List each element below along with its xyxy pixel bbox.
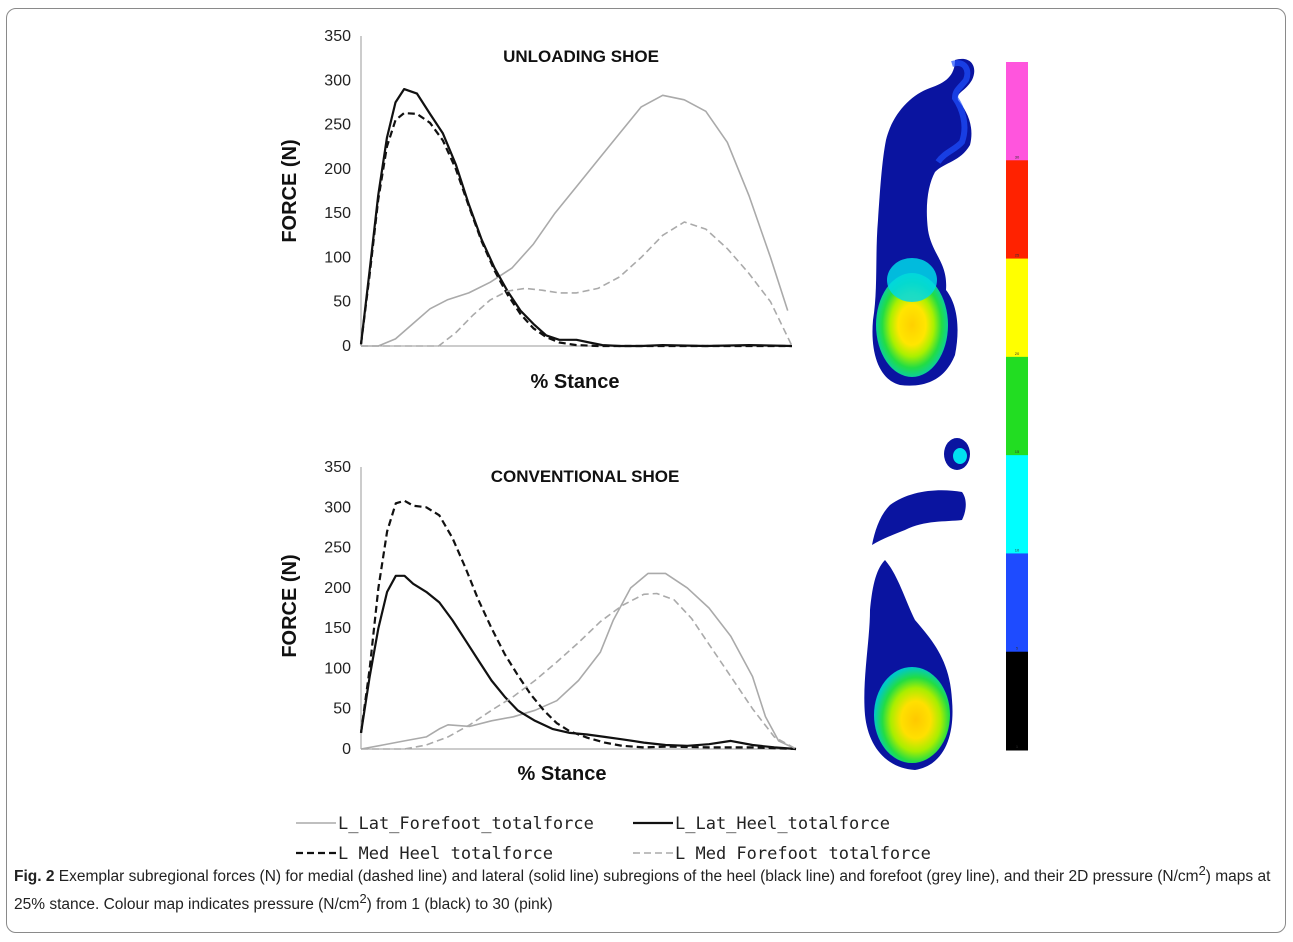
y-tick-label: 200 bbox=[324, 580, 351, 597]
series-line-l-lat-forefoot-totalforce bbox=[361, 94, 789, 347]
colour-band bbox=[1006, 356, 1028, 456]
y-tick-label: 0 bbox=[342, 338, 351, 355]
panel-title: UNLOADING SHOE bbox=[503, 47, 659, 66]
colour-band bbox=[1006, 258, 1028, 358]
colour-band bbox=[1006, 160, 1028, 260]
y-tick-label: 50 bbox=[333, 701, 351, 718]
y-axis-label: FORCE (N) bbox=[279, 554, 301, 657]
y-tick-label: 150 bbox=[324, 620, 351, 637]
midfoot-pressure bbox=[887, 258, 937, 302]
y-axis-label: FORCE (N) bbox=[279, 139, 301, 242]
y-tick-label: 100 bbox=[324, 660, 351, 677]
y-tick-label: 0 bbox=[342, 741, 351, 758]
y-tick-label: 250 bbox=[324, 540, 351, 557]
colour-tick-label: 30 bbox=[1015, 154, 1020, 159]
y-tick-label: 350 bbox=[324, 459, 351, 476]
caption-sup-1: 2 bbox=[1198, 863, 1206, 878]
figure-caption: Fig. 2 Exemplar subregional forces (N) f… bbox=[14, 860, 1276, 916]
figure-frame bbox=[6, 8, 1286, 933]
series-group bbox=[359, 87, 793, 348]
colour-band bbox=[1006, 651, 1028, 751]
caption-text: Exemplar subregional forces (N) for medi… bbox=[54, 868, 1199, 886]
legend-label: L_Med_Heel_totalforce bbox=[338, 844, 553, 860]
caption-sup-2: 2 bbox=[359, 891, 367, 907]
colour-tick-label: 5 bbox=[1016, 646, 1019, 651]
heel-high-pressure bbox=[876, 273, 948, 377]
y-tick-label: 300 bbox=[324, 72, 351, 89]
y-tick-labels: 0 50 100 150 200 250 300 350 bbox=[324, 28, 351, 355]
colour-tick-label: 1 bbox=[1016, 744, 1019, 749]
pressure-map-unloading bbox=[872, 58, 975, 386]
y-tick-label: 300 bbox=[324, 499, 351, 516]
colour-tick-label: 25 bbox=[1015, 253, 1020, 258]
forefoot-region bbox=[872, 490, 966, 545]
legend-label: L_Lat_Forefoot_totalforce bbox=[338, 814, 594, 834]
series-line-l-med-heel-totalforce bbox=[359, 499, 797, 751]
series-line-l-med-heel-totalforce bbox=[359, 111, 792, 348]
x-axis-label: % Stance bbox=[531, 371, 620, 393]
series-line-l-lat-forefoot-totalforce bbox=[360, 572, 797, 750]
conventional-shoe-panel: CONVENTIONAL SHOE 050100150200250300350 … bbox=[279, 459, 797, 785]
y-tick-label: 350 bbox=[324, 28, 351, 45]
legend: L_Lat_Forefoot_totalforce L_Lat_Heel_tota… bbox=[296, 814, 931, 860]
y-tick-label: 100 bbox=[324, 249, 351, 266]
panel-title: CONVENTIONAL SHOE bbox=[491, 467, 680, 486]
pressure-map-conventional bbox=[864, 438, 970, 770]
toe-blob-high bbox=[953, 448, 967, 464]
y-tick-label: 200 bbox=[324, 161, 351, 178]
legend-label: L_Lat_Heel_totalforce bbox=[675, 814, 890, 834]
y-tick-labels: 0 50 100 150 200 250 300 350 bbox=[324, 459, 351, 758]
caption-label: Fig. 2 bbox=[14, 868, 55, 886]
series-line-l-lat-heel-totalforce bbox=[359, 574, 797, 751]
colour-band bbox=[1006, 62, 1028, 161]
legend-label: L_Med_Forefoot_totalforce bbox=[675, 844, 931, 860]
colour-tick-label: 20 bbox=[1015, 351, 1020, 356]
colour-tick-label: 15 bbox=[1015, 449, 1020, 454]
series-group bbox=[359, 499, 797, 751]
series-line-l-med-forefoot-totalforce bbox=[361, 592, 797, 750]
unloading-shoe-panel: UNLOADING SHOE 0 50 100 150 200 250 300 350 % S… bbox=[279, 28, 793, 393]
caption-text-2: ) maps at 25% stance. Colour map indicat… bbox=[14, 868, 1271, 914]
colour-band bbox=[1006, 553, 1028, 653]
heel-high-pressure bbox=[874, 667, 950, 763]
series-line-l-lat-heel-totalforce bbox=[359, 87, 793, 348]
toe-region bbox=[935, 60, 971, 164]
colour-scale-bar: 30 25 20 15 10 5 1 bbox=[1006, 62, 1028, 751]
y-tick-label: 50 bbox=[333, 294, 351, 311]
x-axis-label: % Stance bbox=[518, 763, 607, 785]
caption-text-3: ) from 1 (black) to 30 (pink) bbox=[366, 896, 553, 914]
y-tick-label: 250 bbox=[324, 117, 351, 134]
series-line-l-med-forefoot-totalforce bbox=[361, 221, 793, 347]
colour-band bbox=[1006, 455, 1028, 554]
y-tick-label: 150 bbox=[324, 205, 351, 222]
colour-tick-label: 10 bbox=[1015, 547, 1020, 552]
